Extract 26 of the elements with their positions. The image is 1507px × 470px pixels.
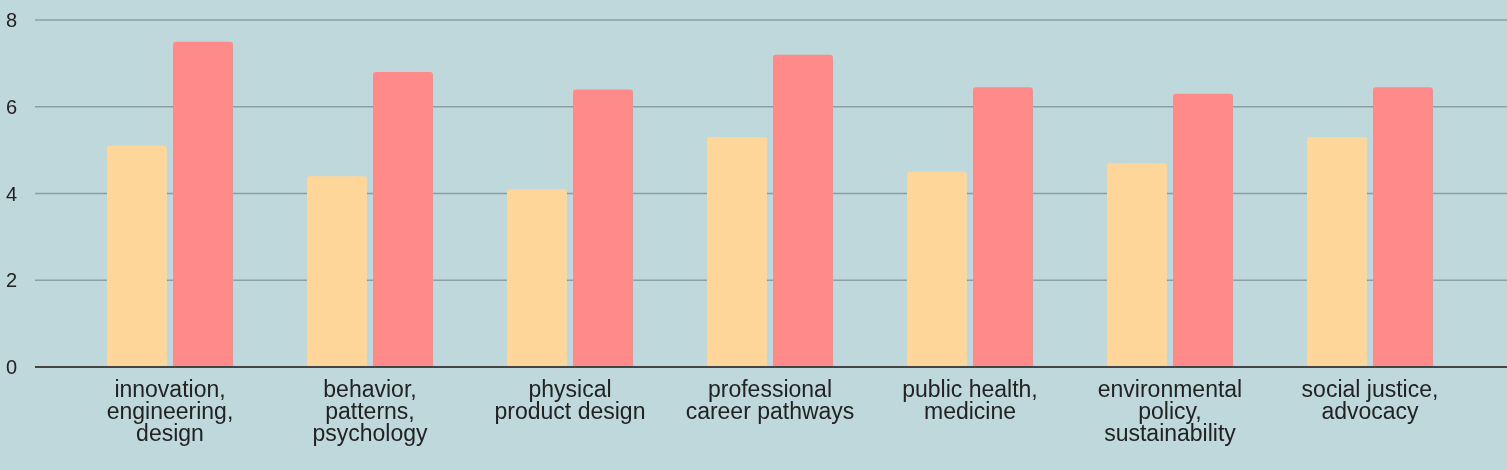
x-tick-label: public health, medicine [902,376,1038,424]
bar [1107,163,1167,367]
y-tick-label: 2 [5,269,17,292]
x-tick-label: professional career pathways [685,376,855,424]
bar [1173,93,1233,367]
x-tick-label: innovation, engineering, design [106,376,234,446]
x-tick-label: social justice, advocacy [1301,376,1439,424]
bar [573,89,633,367]
y-tick-label: 4 [5,182,17,205]
x-tick-label: environmental policy, sustainability [1097,376,1243,446]
bar [1373,87,1433,367]
bar [1307,137,1367,367]
bar [973,87,1033,367]
bar [307,176,367,367]
x-tick-label: behavior, patterns, psychology [312,376,429,446]
x-tick-label: physical product design [494,376,646,424]
bar [173,41,233,367]
bar [373,72,433,367]
y-tick-label: 8 [5,9,17,32]
y-tick-label: 0 [5,356,17,379]
bar [907,171,967,367]
bar [707,137,767,367]
y-tick-label: 6 [5,95,17,118]
bar [507,189,567,367]
bar [107,145,167,367]
bar [773,54,833,367]
